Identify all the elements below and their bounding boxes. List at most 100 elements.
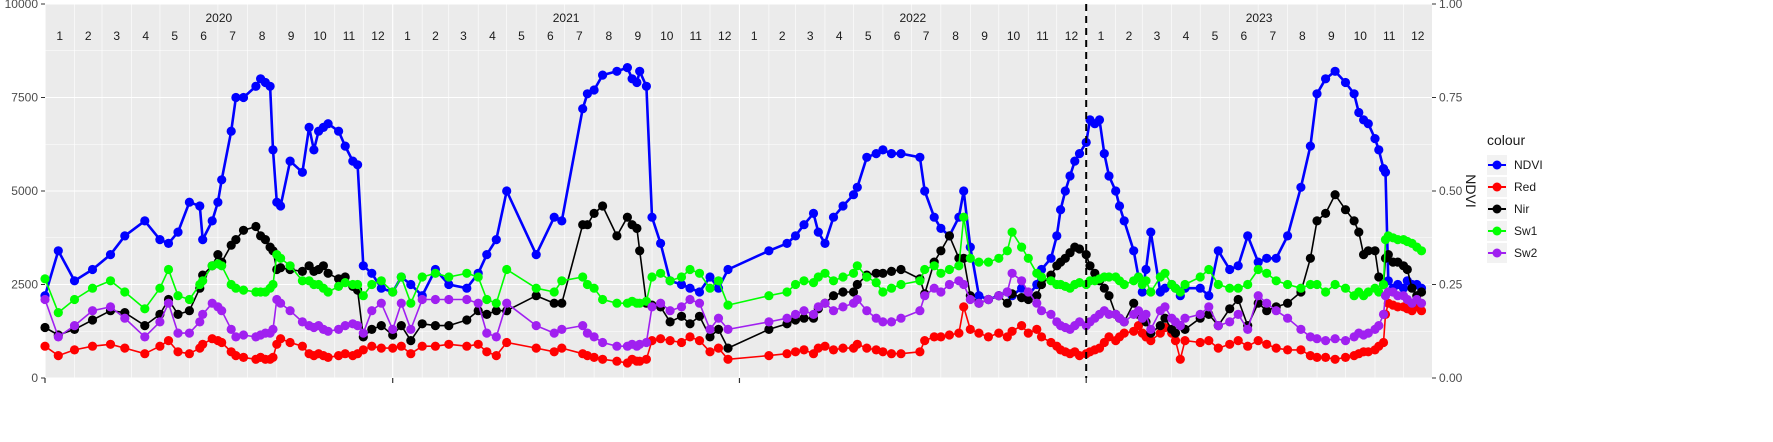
- data-point-nir: [1170, 328, 1181, 338]
- series-ndvi: [40, 63, 1427, 305]
- data-point-sw2: [406, 324, 416, 334]
- data-point-red: [723, 354, 733, 364]
- data-point-sw1: [120, 287, 130, 297]
- data-point-red: [444, 339, 454, 349]
- data-point-sw2: [473, 298, 483, 308]
- data-point-red: [852, 339, 862, 349]
- legend-label: Sw2: [1514, 246, 1538, 260]
- data-point-ndvi: [1374, 145, 1384, 155]
- data-point-sw2: [482, 328, 492, 338]
- data-point-red: [1213, 343, 1223, 353]
- data-point-ndvi: [462, 283, 472, 293]
- data-point-ndvi: [482, 250, 492, 260]
- data-point-nir: [318, 261, 328, 271]
- data-point-red: [974, 328, 984, 338]
- data-point-sw2: [120, 313, 130, 323]
- data-point-ndvi: [238, 92, 249, 103]
- data-point-ndvi: [1195, 283, 1205, 293]
- data-point-ndvi: [936, 223, 946, 233]
- data-point-nir: [238, 225, 249, 235]
- data-point-sw2: [163, 298, 174, 308]
- data-point-sw1: [813, 272, 823, 282]
- data-point-nir: [694, 311, 705, 321]
- data-point-sw1: [994, 253, 1004, 263]
- data-point-ndvi: [213, 197, 223, 207]
- data-point-sw2: [838, 302, 848, 312]
- data-point-red: [886, 349, 897, 359]
- data-point-red: [140, 349, 150, 359]
- data-point-sw2: [297, 317, 307, 327]
- data-point-red: [954, 328, 964, 338]
- data-point-nir: [1233, 294, 1243, 305]
- data-point-ndvi: [878, 145, 888, 155]
- data-point-nir: [1036, 279, 1047, 290]
- data-point-sw2: [1253, 291, 1263, 301]
- data-point-sw1: [820, 268, 830, 278]
- month-label: 6: [547, 29, 554, 43]
- data-point-nir: [1129, 298, 1139, 308]
- data-point-nir: [406, 336, 416, 346]
- data-point-sw2: [1374, 321, 1384, 331]
- month-label: 9: [288, 29, 295, 43]
- data-point-ndvi: [1330, 66, 1340, 76]
- data-point-ndvi: [1160, 283, 1170, 293]
- y-right-tick-label: 1.00: [1439, 0, 1463, 11]
- month-label: 2: [432, 29, 439, 43]
- data-point-sw2: [828, 306, 839, 316]
- month-label: 11: [690, 29, 703, 43]
- data-point-nir: [1416, 287, 1427, 297]
- data-point-ndvi: [120, 231, 130, 241]
- data-point-ndvi: [848, 190, 859, 200]
- data-point-nir: [1354, 227, 1364, 237]
- data-point-ndvi: [820, 238, 830, 248]
- data-point-nir: [260, 235, 270, 245]
- data-point-nir: [1340, 205, 1351, 215]
- data-point-sw1: [297, 276, 307, 286]
- data-point-red: [531, 343, 541, 353]
- month-label: 2: [1126, 29, 1133, 43]
- data-point-ndvi: [641, 81, 652, 91]
- data-point-sw2: [1271, 306, 1281, 316]
- data-point-ndvi: [69, 276, 80, 286]
- data-point-sw1: [871, 278, 881, 288]
- data-point-nir: [896, 264, 906, 275]
- data-point-sw2: [1023, 287, 1033, 297]
- data-point-ndvi: [685, 283, 695, 293]
- data-point-red: [217, 337, 227, 348]
- month-label: 5: [865, 29, 872, 43]
- data-point-sw2: [549, 328, 559, 338]
- data-point-sw2: [896, 313, 906, 323]
- data-point-nir: [1374, 272, 1384, 282]
- series-layer: [40, 63, 1427, 368]
- data-point-nir: [430, 321, 440, 331]
- data-point-red: [417, 341, 427, 351]
- data-point-ndvi: [1104, 171, 1114, 181]
- data-point-red: [1340, 352, 1351, 362]
- data-point-sw1: [444, 272, 454, 282]
- data-point-sw1: [929, 261, 939, 271]
- month-label: 11: [343, 29, 356, 43]
- data-point-sw1: [353, 279, 363, 290]
- data-point-sw2: [367, 306, 377, 316]
- month-label: 1: [404, 29, 411, 43]
- data-point-sw2: [1378, 309, 1389, 319]
- data-point-sw1: [1378, 279, 1389, 290]
- data-point-sw1: [268, 279, 278, 290]
- series-sw1: [40, 212, 1427, 318]
- data-point-red: [641, 354, 652, 364]
- data-point-ndvi: [251, 81, 261, 91]
- data-point-nir: [828, 291, 839, 301]
- data-point-sw1: [549, 287, 559, 297]
- data-point-sw2: [713, 313, 724, 323]
- data-point-sw2: [1416, 298, 1427, 308]
- data-point-sw1: [1312, 279, 1322, 290]
- data-point-sw2: [417, 294, 427, 305]
- data-point-sw1: [1133, 272, 1144, 282]
- data-point-ndvi: [1349, 89, 1359, 99]
- data-point-ndvi: [764, 246, 774, 256]
- data-point-red: [268, 352, 278, 362]
- data-point-sw2: [430, 294, 440, 305]
- data-point-sw2: [1233, 309, 1243, 319]
- data-point-red: [1312, 352, 1322, 362]
- data-point-sw2: [268, 324, 278, 334]
